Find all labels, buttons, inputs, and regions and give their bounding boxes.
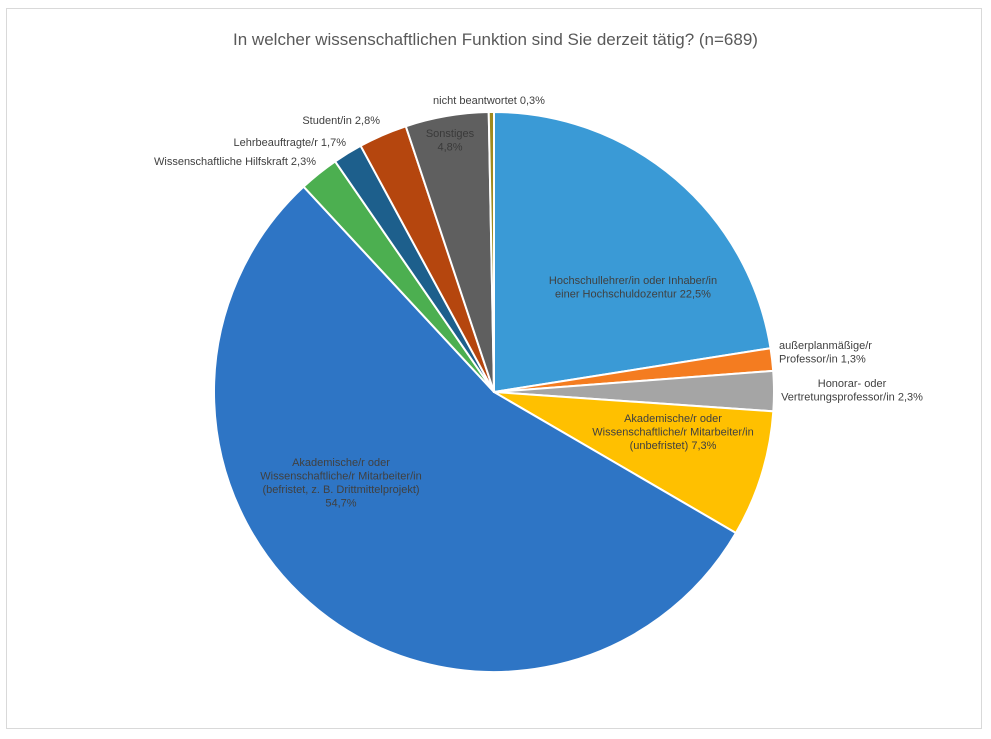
slice-label-9: Sonstiges 4,8%	[426, 128, 475, 154]
pie-labels: Hochschullehrer/in oder Inhaber/in einer …	[154, 95, 923, 510]
slice-label-line: (unbefristet) 7,3%	[630, 440, 717, 452]
slice-label-line: Akademische/r oder	[624, 413, 722, 425]
slice-label-6: Wissenschaftliche Hilfskraft 2,3%	[154, 156, 316, 168]
slice-label-line: Student/in 2,8%	[302, 115, 380, 127]
slice-label-5: Akademische/r oder Wissenschaftliche/r Mi…	[260, 457, 421, 510]
slice-label-8: Student/in 2,8%	[302, 115, 380, 127]
slice-label-3: Honorar- oder Vertretungsprofessor/in 2,3…	[781, 378, 923, 404]
chart-title: In welcher wissenschaftlichen Funktion s…	[233, 30, 758, 49]
slice-label-line: Wissenschaftliche Hilfskraft 2,3%	[154, 156, 316, 168]
pie-slice-10	[487, 111, 495, 393]
slice-label-line: Vertretungsprofessor/in 2,3%	[781, 392, 923, 404]
pie-slice-1	[493, 111, 772, 393]
slice-label-line: Sonstiges	[426, 128, 475, 140]
slice-label-10: nicht beantwortet 0,3%	[433, 95, 545, 107]
pie-slices	[213, 111, 775, 673]
slice-label-line: nicht beantwortet 0,3%	[433, 95, 545, 107]
pie-slice-4	[493, 391, 775, 535]
slice-label-line: 54,7%	[325, 498, 356, 510]
slice-label-line: Honorar- oder	[818, 378, 887, 390]
slice-label-1: Hochschullehrer/in oder Inhaber/in einer …	[549, 275, 717, 301]
slice-label-line: 4,8%	[437, 142, 462, 154]
slice-label-line: Professor/in 1,3%	[779, 354, 866, 366]
slice-label-line: Hochschullehrer/in oder Inhaber/in	[549, 275, 717, 287]
slice-label-line: Lehrbeauftragte/r 1,7%	[233, 137, 346, 149]
slice-label-4: Akademische/r oder Wissenschaftliche/r Mi…	[592, 413, 753, 452]
slice-label-2: außerplanmäßige/r Professor/in 1,3%	[779, 340, 872, 366]
slice-label-line: außerplanmäßige/r	[779, 340, 872, 352]
slice-label-line: (befristet, z. B. Drittmittelprojekt)	[262, 484, 419, 496]
slice-label-7: Lehrbeauftragte/r 1,7%	[233, 137, 346, 149]
slice-label-line: Wissenschaftliche/r Mitarbeiter/in	[260, 471, 421, 483]
slice-label-line: Akademische/r oder	[292, 457, 390, 469]
pie-slice-5	[213, 185, 737, 673]
slice-label-line: Wissenschaftliche/r Mitarbeiter/in	[592, 427, 753, 439]
slice-label-line: einer Hochschuldozentur 22,5%	[555, 289, 711, 301]
